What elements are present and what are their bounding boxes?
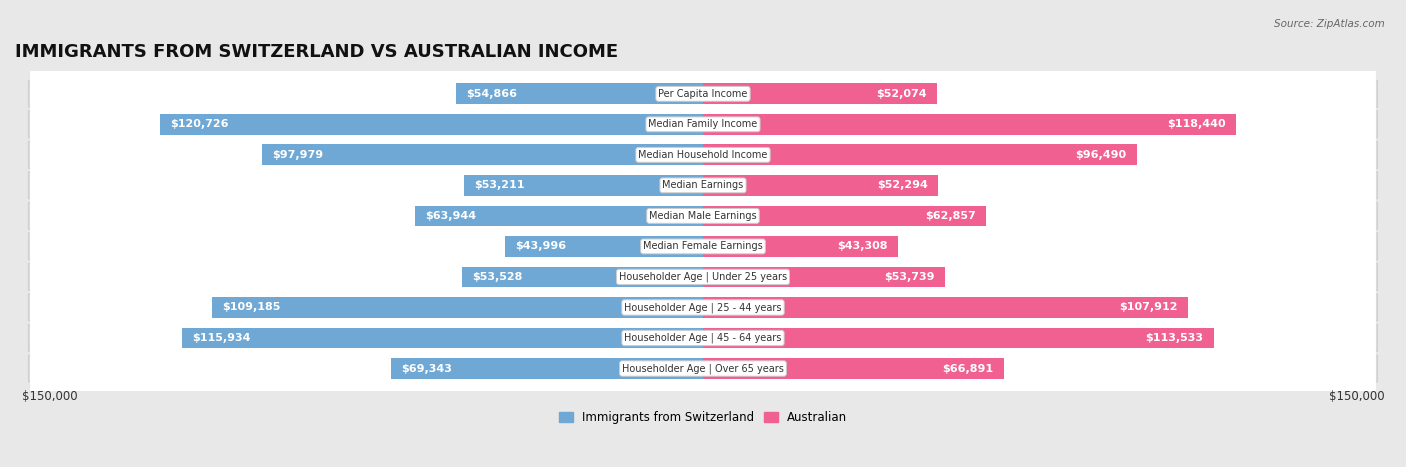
Text: $53,528: $53,528 bbox=[472, 272, 523, 282]
Bar bbox=[703, 84, 938, 104]
Bar bbox=[703, 144, 1137, 165]
Bar bbox=[463, 267, 703, 287]
Bar bbox=[703, 267, 945, 287]
Bar bbox=[630, 297, 703, 318]
Text: Source: ZipAtlas.com: Source: ZipAtlas.com bbox=[1274, 19, 1385, 28]
FancyBboxPatch shape bbox=[28, 233, 1378, 260]
Text: $63,944: $63,944 bbox=[426, 211, 477, 221]
Text: $107,912: $107,912 bbox=[1119, 303, 1178, 312]
Text: $43,996: $43,996 bbox=[515, 241, 567, 251]
Text: $97,979: $97,979 bbox=[273, 150, 323, 160]
FancyBboxPatch shape bbox=[31, 0, 1375, 467]
Bar bbox=[703, 114, 783, 134]
FancyBboxPatch shape bbox=[28, 263, 1378, 290]
Bar bbox=[703, 144, 768, 165]
Text: $53,739: $53,739 bbox=[884, 272, 935, 282]
Text: Median Male Earnings: Median Male Earnings bbox=[650, 211, 756, 221]
Text: Median Female Earnings: Median Female Earnings bbox=[643, 241, 763, 251]
Text: Per Capita Income: Per Capita Income bbox=[658, 89, 748, 99]
FancyBboxPatch shape bbox=[28, 203, 1378, 229]
Bar bbox=[624, 328, 703, 348]
FancyBboxPatch shape bbox=[31, 0, 1375, 467]
FancyBboxPatch shape bbox=[31, 0, 1375, 467]
Text: $62,857: $62,857 bbox=[925, 211, 976, 221]
Bar bbox=[160, 114, 703, 134]
FancyBboxPatch shape bbox=[31, 0, 1375, 467]
Text: $96,490: $96,490 bbox=[1076, 150, 1126, 160]
Text: $120,726: $120,726 bbox=[170, 120, 229, 129]
Text: Median Earnings: Median Earnings bbox=[662, 180, 744, 191]
Bar bbox=[703, 84, 738, 104]
Bar bbox=[666, 84, 703, 104]
FancyBboxPatch shape bbox=[31, 0, 1375, 467]
Text: Median Family Income: Median Family Income bbox=[648, 120, 758, 129]
Text: $150,000: $150,000 bbox=[1329, 390, 1385, 403]
Bar bbox=[505, 236, 703, 257]
Text: $53,211: $53,211 bbox=[474, 180, 524, 191]
Text: Householder Age | Under 25 years: Householder Age | Under 25 years bbox=[619, 272, 787, 282]
Text: IMMIGRANTS FROM SWITZERLAND VS AUSTRALIAN INCOME: IMMIGRANTS FROM SWITZERLAND VS AUSTRALIA… bbox=[15, 43, 619, 61]
FancyBboxPatch shape bbox=[31, 0, 1375, 467]
Bar bbox=[457, 84, 703, 104]
Bar bbox=[703, 236, 898, 257]
Text: Median Household Income: Median Household Income bbox=[638, 150, 768, 160]
Bar bbox=[703, 267, 740, 287]
FancyBboxPatch shape bbox=[28, 142, 1378, 168]
FancyBboxPatch shape bbox=[31, 0, 1375, 467]
Text: $118,440: $118,440 bbox=[1167, 120, 1226, 129]
Text: $52,294: $52,294 bbox=[877, 180, 928, 191]
FancyBboxPatch shape bbox=[28, 80, 1378, 107]
Text: $69,343: $69,343 bbox=[401, 363, 453, 374]
Bar bbox=[703, 297, 776, 318]
Bar bbox=[263, 144, 703, 165]
FancyBboxPatch shape bbox=[31, 0, 1375, 467]
Bar bbox=[212, 297, 703, 318]
Text: Householder Age | 25 - 44 years: Householder Age | 25 - 44 years bbox=[624, 302, 782, 313]
Bar bbox=[703, 175, 738, 196]
Legend: Immigrants from Switzerland, Australian: Immigrants from Switzerland, Australian bbox=[558, 411, 848, 424]
Text: $54,866: $54,866 bbox=[467, 89, 517, 99]
Bar bbox=[703, 328, 779, 348]
Bar bbox=[391, 358, 703, 379]
Text: $43,308: $43,308 bbox=[837, 241, 887, 251]
Bar bbox=[703, 205, 745, 226]
Text: $115,934: $115,934 bbox=[191, 333, 250, 343]
FancyBboxPatch shape bbox=[28, 294, 1378, 321]
Bar bbox=[703, 114, 1236, 134]
Bar bbox=[703, 175, 938, 196]
Bar bbox=[703, 358, 1004, 379]
Bar bbox=[659, 205, 703, 226]
Bar bbox=[666, 267, 703, 287]
Bar bbox=[621, 114, 703, 134]
Bar bbox=[703, 328, 1213, 348]
Bar bbox=[703, 358, 748, 379]
Text: Householder Age | 45 - 64 years: Householder Age | 45 - 64 years bbox=[624, 333, 782, 343]
Bar bbox=[464, 175, 703, 196]
FancyBboxPatch shape bbox=[31, 0, 1375, 467]
Text: $109,185: $109,185 bbox=[222, 303, 281, 312]
FancyBboxPatch shape bbox=[28, 111, 1378, 138]
Bar bbox=[415, 205, 703, 226]
Bar bbox=[703, 297, 1188, 318]
Bar bbox=[703, 236, 733, 257]
FancyBboxPatch shape bbox=[31, 0, 1375, 467]
Bar bbox=[673, 236, 703, 257]
Bar bbox=[657, 358, 703, 379]
FancyBboxPatch shape bbox=[28, 355, 1378, 382]
Bar bbox=[666, 175, 703, 196]
Text: $52,074: $52,074 bbox=[876, 89, 927, 99]
Bar bbox=[181, 328, 703, 348]
Text: $66,891: $66,891 bbox=[942, 363, 994, 374]
Text: $113,533: $113,533 bbox=[1146, 333, 1204, 343]
Bar bbox=[637, 144, 703, 165]
Bar bbox=[703, 205, 986, 226]
Text: Householder Age | Over 65 years: Householder Age | Over 65 years bbox=[621, 363, 785, 374]
FancyBboxPatch shape bbox=[28, 172, 1378, 199]
FancyBboxPatch shape bbox=[28, 325, 1378, 351]
Text: $150,000: $150,000 bbox=[21, 390, 77, 403]
